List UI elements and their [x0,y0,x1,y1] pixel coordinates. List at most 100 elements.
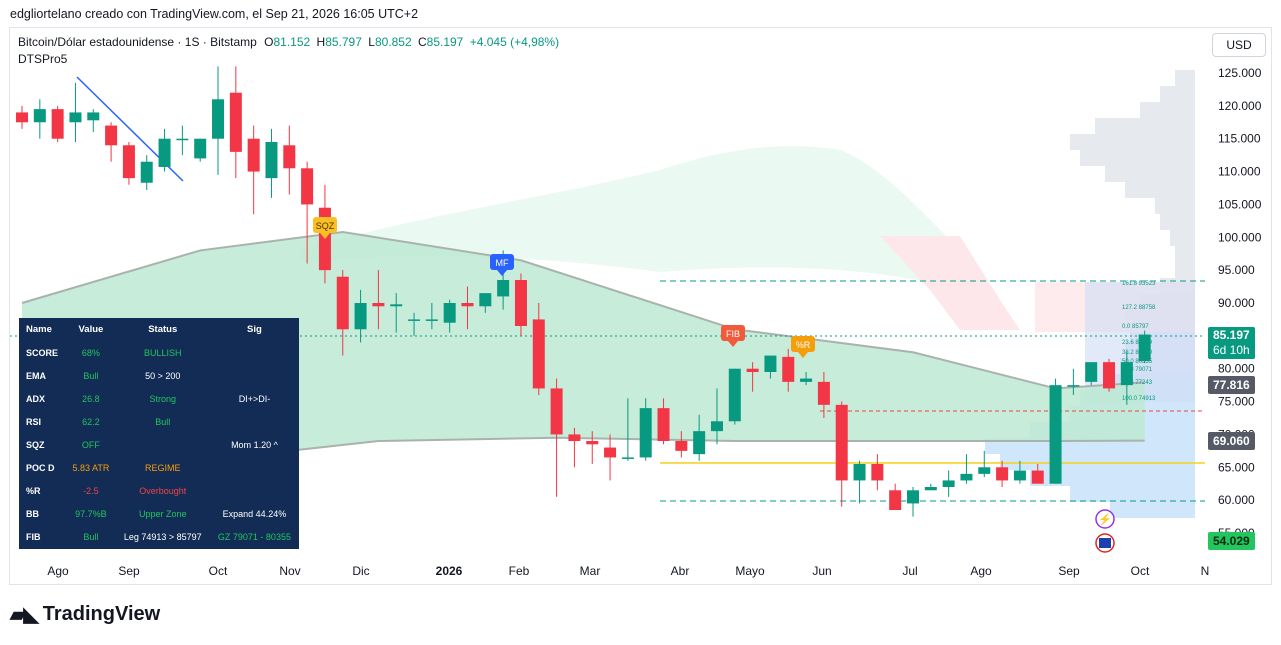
table-cell: Leg 74913 > 85797 [123,531,202,542]
candle-body [229,92,242,152]
volume-profile-bar [1000,454,1195,470]
table-row: POC D 5.83 ATR REGIME [19,456,299,479]
candle-body [782,356,795,382]
mf-marker-pointer [497,270,507,276]
y-axis-tick-label: 115.000 [1218,132,1261,146]
table-cell: Mom 1.20 ^ [231,439,278,450]
y-axis-tick-label: 95.000 [1218,263,1255,277]
indicator-name[interactable]: DTSPro5 [18,52,68,66]
fib-level-label: 50.0 80355 [1122,359,1153,365]
currency-button[interactable]: USD [1212,33,1266,57]
tradingview-logo-icon: ▰◣ [10,604,39,626]
y-axis-tick-label: 125.000 [1218,66,1262,80]
candle-body [1031,470,1044,484]
x-axis-tick-label: Mayo [735,564,765,578]
table-cell: 50 > 200 [145,370,181,381]
table-cell: 62.2 [82,416,100,427]
candle-body [693,431,706,455]
candle-body [514,280,527,326]
candle-body [122,145,135,179]
candle-body [443,303,456,323]
change-value: +4.045 (+4,98%) [469,35,560,49]
symbol-legend: Bitcoin/Dólar estadounidense · 1S · Bits… [18,35,559,49]
table-cell [210,410,299,433]
volume-profile-bar [1095,118,1195,134]
candle-body [817,381,830,405]
x-axis-tick-label: Abr [671,564,690,578]
low-value: 80.852 [374,35,412,49]
candle-body [479,293,492,307]
candle-body [746,368,759,372]
x-axis-tick-label: Sep [1058,564,1080,578]
candle-body [158,138,171,167]
table-cell: Bull [155,416,171,427]
y-axis-tick-label: 80.000 [1218,362,1255,376]
candle-body [604,447,617,458]
table-cell: Strong [149,393,176,404]
fib-marker-box [721,325,745,341]
table-cell [210,479,299,502]
candle-countdown: 6d 10h [1213,343,1250,357]
x-axis-tick-label: N [1201,564,1210,578]
volume-profile-bar [1175,246,1195,262]
candle-body [461,303,474,307]
candle-body [568,434,581,441]
cloud-red-light [880,236,1020,330]
sqz-marker-box [313,217,337,233]
candle-body [942,480,955,487]
candle-body [871,464,884,481]
candle-body [497,280,510,297]
y-axis-tick-label: 65.000 [1218,460,1255,474]
fib-level-label: 127.2 88758 [1122,305,1156,311]
fib-marker-label: FIB [726,329,740,339]
table-row: EMA Bull 50 > 200 [19,364,299,387]
table-cell: EMA [26,370,46,381]
table-cell [116,433,210,456]
candle-body [408,319,421,321]
indicator-table: Name Value Status Sig SCORE 68% BULLISH EMA… [19,318,299,549]
x-axis-tick-label: Oct [1131,564,1150,578]
candle-body [1120,362,1133,386]
ema-upper-line [21,231,1145,390]
table-cell: Bull [83,531,99,542]
candle-body [354,303,367,330]
chart-frame[interactable] [9,27,1272,585]
table-cell: 5.83 ATR [72,462,110,473]
table-cell: -2.5 [83,485,99,496]
x-axis-tick-label: Oct [209,564,228,578]
volume-profile-bar [1175,70,1195,86]
table-header: Sig [247,324,262,335]
symbol-name: Bitcoin/Dólar estadounidense · 1S · Bits… [18,35,257,49]
candle-body [336,276,349,330]
candle-body [728,368,741,422]
x-axis-tick-label: Dic [352,564,369,578]
table-cell: BB [26,508,39,519]
price-tag-low: 54.029 [1208,532,1255,550]
volume-profile-bar [1125,182,1195,198]
y-axis-tick-label: 110.000 [1218,165,1261,179]
volume-profile-bar [1160,214,1195,230]
candle-body [301,168,314,205]
table-row: FIB Bull Leg 74913 > 85797 GZ 79071 - 80355 [19,525,299,548]
table-header-row: Name Value Status Sig [19,318,299,341]
x-axis-tick-label: Ago [970,564,992,578]
table-cell: ADX [26,393,46,404]
candle-body [247,138,260,172]
candle-body [853,464,866,481]
event-lightning-icon [1095,509,1115,529]
candle-body [1049,385,1062,484]
table-cell: 26.8 [82,393,100,404]
candle-body [425,319,438,321]
table-cell: SQZ [26,439,45,450]
candle-body [675,441,688,451]
table-cell: 68% [81,347,100,358]
fib-level-label: 78.6 77243 [1122,380,1153,386]
candle-body [1103,362,1116,389]
fib-level-label: 23.6 83329 [1122,340,1153,346]
tradingview-logo[interactable]: ▰◣ TradingView [10,602,160,627]
table-cell: RSI [26,416,42,427]
candle-body [283,145,296,169]
y-axis-tick-label: 105.000 [1218,197,1262,211]
table-row: %R -2.5 Overbought [19,479,299,502]
